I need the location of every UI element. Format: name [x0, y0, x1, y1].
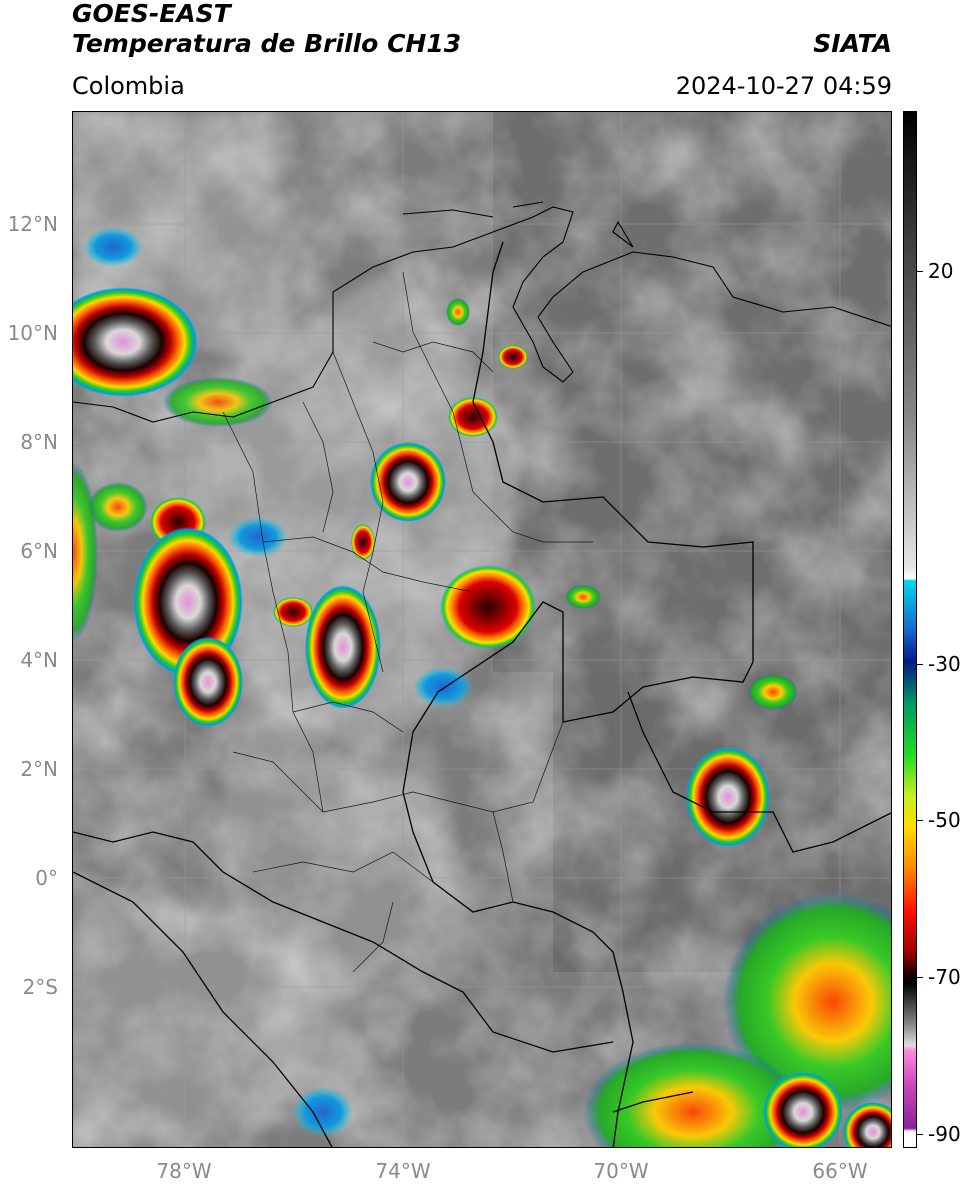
colorbar-label-minus70: -70: [928, 965, 961, 989]
storm-cells: [73, 227, 891, 1147]
national-borders: [73, 241, 891, 1147]
colorbar-tick-minus70: [917, 977, 923, 978]
colorbar-tick-minus90: [917, 1134, 923, 1135]
lon-label-78w: 78°W: [156, 1159, 212, 1183]
lon-label-70w: 70°W: [593, 1159, 649, 1183]
lat-label-8n: 8°N: [20, 430, 58, 454]
department-borders: [222, 271, 593, 973]
lat-label-4n: 4°N: [20, 648, 58, 672]
colorbar: [903, 111, 917, 1148]
colorbar-label-minus30: -30: [928, 652, 961, 676]
lon-label-66w: 66°W: [812, 1159, 868, 1183]
colorbar-tick-minus30: [917, 664, 923, 665]
title-satellite: GOES-EAST: [72, 0, 231, 28]
timestamp-label: 2024-10-27 04:59: [675, 72, 892, 100]
colorbar-tick-20: [917, 271, 923, 272]
colorbar-label-minus90: -90: [928, 1122, 961, 1146]
lat-label-6n: 6°N: [20, 539, 58, 563]
lat-label-2n: 2°N: [20, 757, 58, 781]
colorbar-label-minus50: -50: [928, 808, 961, 832]
coastlines: [73, 201, 891, 423]
lat-label-10n: 10°N: [7, 321, 58, 345]
organization-label: SIATA: [813, 29, 892, 58]
lon-label-74w: 74°W: [375, 1159, 431, 1183]
lat-label-12n: 12°N: [7, 212, 58, 236]
colorbar-label-20: 20: [928, 259, 954, 283]
lat-label-0: 0°: [35, 866, 58, 890]
lat-label-2s: 2°S: [22, 975, 58, 999]
region-label: Colombia: [72, 72, 185, 100]
title-product: Temperatura de Brillo CH13: [72, 29, 462, 58]
colorbar-tick-minus50: [917, 820, 923, 821]
satellite-map[interactable]: [72, 111, 892, 1148]
